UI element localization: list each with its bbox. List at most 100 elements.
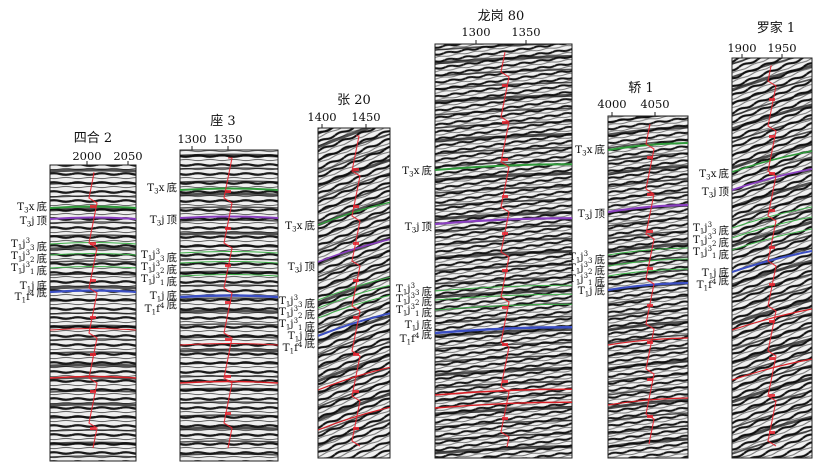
- reflector: [608, 164, 688, 176]
- horizon-label: T3x 底: [147, 181, 177, 196]
- log-marker: [502, 195, 508, 198]
- reflector: [435, 380, 572, 389]
- reflector: [318, 380, 390, 408]
- reflector: [732, 130, 812, 156]
- reflector: [318, 250, 390, 278]
- log-marker: [353, 168, 359, 171]
- reflector: [180, 167, 278, 170]
- horizon-line: [608, 281, 688, 292]
- horizon-line: [50, 328, 136, 331]
- reflector: [732, 195, 812, 221]
- reflector: [435, 366, 572, 377]
- reflector: [180, 387, 278, 392]
- log-marker: [353, 205, 359, 208]
- reflector: [435, 93, 572, 104]
- horizon-label: T1f4 底: [283, 337, 316, 356]
- horizon-line: [318, 276, 390, 301]
- log-marker: [502, 158, 508, 161]
- reflector: [435, 185, 572, 194]
- reflector: [608, 347, 688, 357]
- reflector: [732, 390, 812, 416]
- reflector: [180, 180, 278, 183]
- horizon-line: [732, 308, 812, 331]
- reflector: [435, 315, 572, 324]
- reflector: [180, 258, 278, 261]
- reflector: [732, 259, 812, 287]
- reflector: [318, 224, 390, 252]
- log-marker: [502, 417, 508, 420]
- log-marker: [225, 338, 231, 341]
- reflector: [732, 169, 812, 195]
- log-marker: [769, 98, 775, 101]
- horizon-label: T1j 底: [150, 289, 178, 304]
- log-marker: [769, 357, 775, 360]
- horizon-label: T1j31 底: [396, 303, 433, 319]
- horizon-label: T1j32 底: [11, 249, 48, 265]
- reflector: [608, 425, 688, 435]
- reflector: [50, 324, 136, 329]
- reflector: [318, 353, 390, 383]
- horizon-line: [180, 343, 278, 346]
- log-marker: [225, 412, 231, 415]
- log-marker: [647, 378, 653, 381]
- reflector: [435, 263, 572, 272]
- seismic-events: [180, 153, 278, 456]
- horizon-line: [732, 358, 812, 381]
- horizon-line: [435, 303, 572, 311]
- reflector: [180, 284, 278, 287]
- log-marker: [353, 390, 359, 393]
- seismic-events: [435, 44, 572, 455]
- horizon-line: [608, 397, 688, 406]
- reflector: [50, 338, 136, 341]
- log-marker: [353, 316, 359, 319]
- reflector: [732, 286, 812, 312]
- reflector: [608, 230, 688, 240]
- horizon-line: [50, 253, 136, 256]
- log-marker: [769, 320, 775, 323]
- well-title: 罗家 1: [757, 20, 795, 36]
- horizon-line: [435, 163, 572, 171]
- horizon-line: [50, 216, 136, 220]
- reflector: [50, 195, 136, 198]
- well-title: 龙岗 80: [478, 9, 525, 24]
- well-log-curve: [645, 123, 655, 445]
- reflector: [50, 441, 136, 446]
- depth-tick-label: 4000: [597, 97, 626, 111]
- horizon-label: T1f4 底: [400, 328, 433, 347]
- horizon-label: T3x 底: [17, 200, 47, 215]
- horizon-label: T1j 底: [288, 329, 316, 344]
- reflector: [732, 376, 812, 404]
- well-title: 四合 2: [74, 131, 112, 146]
- horizon-line: [435, 293, 572, 301]
- log-marker: [647, 193, 653, 196]
- horizon-line: [180, 251, 278, 254]
- log-marker: [769, 246, 775, 249]
- horizon-line: [180, 187, 278, 191]
- reflector: [318, 392, 390, 422]
- reflector: [608, 217, 688, 227]
- reflector: [732, 64, 812, 92]
- reflector: [318, 211, 390, 239]
- log-marker: [502, 269, 508, 272]
- log-marker: [502, 121, 508, 124]
- well-log-curve: [223, 157, 233, 449]
- log-marker: [769, 431, 775, 434]
- horizon-label: T3j 顶: [405, 221, 433, 235]
- log-marker: [769, 135, 775, 138]
- seismic-events: [50, 168, 136, 458]
- reflector: [180, 348, 278, 353]
- horizon-line: [435, 388, 572, 396]
- seismic-events: [318, 128, 390, 447]
- depth-tick-label: 4050: [640, 97, 669, 111]
- horizon-line: [318, 366, 390, 391]
- log-marker: [353, 242, 359, 245]
- horizon-label: T3j 顶: [578, 208, 606, 222]
- reflector: [608, 386, 688, 396]
- reflector: [318, 185, 390, 213]
- reflector: [435, 198, 572, 207]
